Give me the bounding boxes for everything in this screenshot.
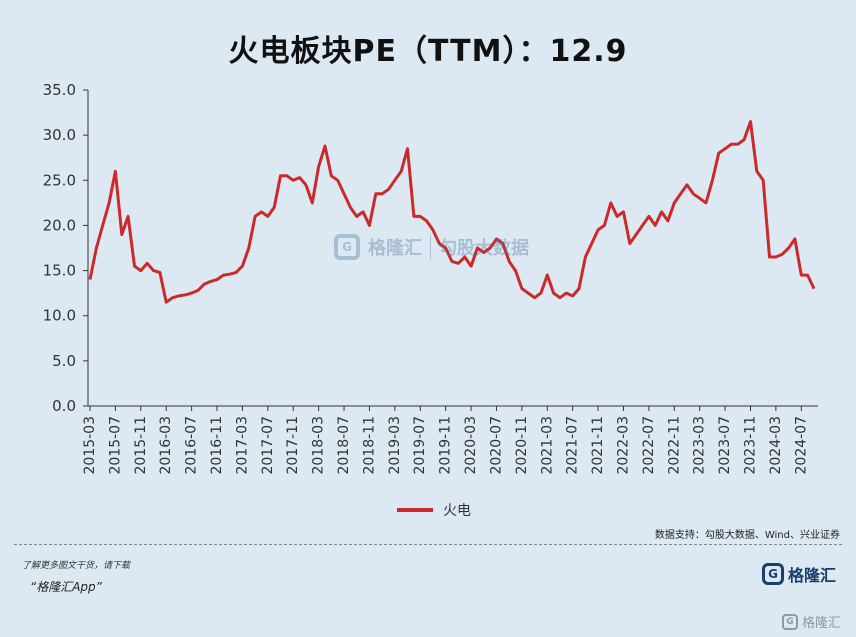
x-tick-label: 2019-07 <box>412 416 428 475</box>
series-layer <box>88 120 816 304</box>
x-tick-label: 2022-07 <box>641 416 657 475</box>
x-tick-label: 2015-07 <box>107 416 123 475</box>
watermark: G 格隆汇 勾股大数据 <box>334 234 529 260</box>
legend-swatch <box>397 508 433 512</box>
x-tick-label: 2017-11 <box>285 416 301 475</box>
chart-title: 火电板块PE（TTM）：12.9 <box>228 34 628 69</box>
x-tick-label: 2021-11 <box>590 416 606 475</box>
brand-name: 格隆汇 <box>788 566 837 585</box>
y-tick-label: 10.0 <box>43 307 76 325</box>
x-tick-label: 2024-07 <box>793 416 809 475</box>
x-tick-label: 2017-07 <box>260 416 276 475</box>
x-tick-label: 2015-11 <box>133 416 149 475</box>
x-tick-label: 2023-07 <box>717 416 733 475</box>
series-line <box>88 120 816 304</box>
y-tick-label: 20.0 <box>43 216 76 234</box>
x-tick-label: 2018-03 <box>311 416 327 475</box>
x-tick-label: 2018-07 <box>336 416 352 475</box>
y-tick-label: 15.0 <box>43 262 76 280</box>
x-tick-label: 2018-11 <box>361 416 377 475</box>
x-tick-label: 2017-03 <box>234 416 250 475</box>
corner-watermark-text: 格隆汇 <box>802 616 842 631</box>
x-tick-label: 2016-07 <box>184 416 200 475</box>
x-tick-label: 2022-11 <box>666 416 682 475</box>
x-tick-label: 2020-03 <box>463 416 479 475</box>
watermark-brand: 格隆汇 <box>368 238 422 259</box>
promo-text: 了解更多图文干货，请下载 <box>22 561 131 571</box>
legend: 火电 <box>397 500 471 520</box>
y-tick-label: 5.0 <box>52 352 76 370</box>
x-tick-label: 2023-11 <box>742 416 758 475</box>
y-tick-label: 35.0 <box>43 81 76 99</box>
x-axis: 2015-03 2015-07 2015-11 2016-03 2016-07 2016-… <box>82 405 818 475</box>
promo-app-name: “格隆汇App” <box>30 580 102 594</box>
x-tick-label: 2021-03 <box>539 416 555 475</box>
points-layer <box>89 121 815 303</box>
data-source: 数据支持：勾股大数据、Wind、兴业证券 <box>654 530 840 541</box>
watermark-logo-icon: G <box>334 234 360 260</box>
watermark-separator <box>430 235 431 259</box>
legend-label: 火电 <box>443 503 471 519</box>
x-tick-label: 2016-03 <box>158 416 174 475</box>
x-tick-label: 2024-03 <box>768 416 784 475</box>
x-tick-label: 2015-03 <box>82 416 98 475</box>
x-tick-label: 2020-07 <box>488 416 504 475</box>
corner-watermark: G 格隆汇 <box>782 612 841 631</box>
watermark-partner: 勾股大数据 <box>439 238 529 259</box>
x-tick-label: 2021-07 <box>565 416 581 475</box>
chart-area: 0.05.010.015.020.025.030.035.0 2015-03 20… <box>43 81 818 475</box>
x-tick-label: 2019-03 <box>387 416 403 475</box>
y-tick-label: 0.0 <box>52 397 76 415</box>
y-tick-label: 30.0 <box>43 126 76 144</box>
x-tick-label: 2023-03 <box>692 416 708 475</box>
y-axis: 0.0 5.0 10.0 15.0 20.0 25.0 30.0 35.0 <box>43 81 89 415</box>
brand-logo-icon: G <box>762 563 784 585</box>
divider <box>14 544 842 545</box>
x-tick-label: 2019-11 <box>438 416 454 475</box>
corner-watermark-icon: G <box>782 613 798 630</box>
x-tick-label: 2020-11 <box>514 416 530 475</box>
y-tick-label: 25.0 <box>43 171 76 189</box>
x-tick-label: 2016-11 <box>209 416 225 475</box>
brand-logo[interactable]: G 格隆汇 <box>762 562 836 586</box>
x-tick-label: 2022-03 <box>615 416 631 475</box>
